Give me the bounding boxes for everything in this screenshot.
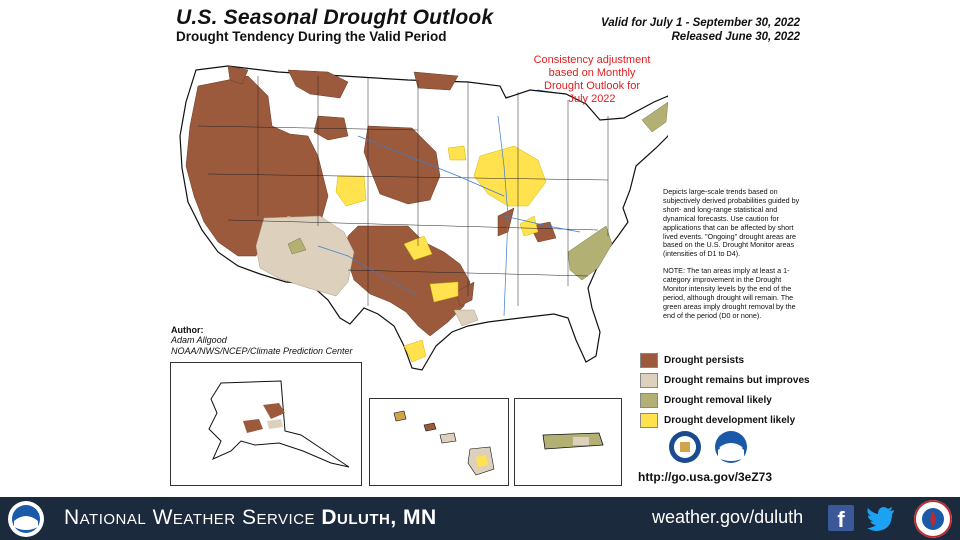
- drought-improves-areas: [255, 215, 479, 327]
- noaa-logo-icon: [715, 431, 747, 463]
- twitter-icon[interactable]: [866, 504, 896, 532]
- agency-logos: [668, 430, 748, 464]
- legend-item-improves: Drought remains but improves: [640, 370, 810, 390]
- conus-drought-map: [179, 65, 668, 371]
- drought-removal-areas: [287, 101, 668, 281]
- map-subtitle: Drought Tendency During the Valid Period: [176, 29, 447, 44]
- source-url[interactable]: http://go.usa.gov/3eZ73: [638, 470, 773, 484]
- legend: Drought persists Drought remains but imp…: [640, 350, 810, 430]
- nws-logo-icon: [8, 501, 44, 537]
- hawaii-map: [393, 410, 495, 476]
- legend-item-development: Drought development likely: [640, 410, 810, 430]
- legend-swatch-removal: [640, 392, 658, 408]
- nws-seal-icon: [914, 500, 952, 538]
- facebook-icon[interactable]: f: [828, 505, 854, 532]
- legend-item-persists: Drought persists: [640, 350, 810, 370]
- legend-label-improves: Drought remains but improves: [664, 374, 810, 386]
- legend-swatch-persists: [640, 352, 658, 368]
- office-location: Duluth, MN: [321, 506, 437, 529]
- footer-bar: National Weather Service Duluth, MN weat…: [0, 497, 960, 540]
- alaska-map: [208, 380, 350, 468]
- puerto-rico-map: [542, 432, 604, 450]
- released-line: Released June 30, 2022: [671, 31, 801, 43]
- office-prefix: National Weather Service: [64, 506, 316, 529]
- map-description: Depicts large-scale trends based on subj…: [663, 187, 801, 329]
- legend-label-removal: Drought removal likely: [664, 394, 772, 406]
- description-para-2: NOTE: The tan areas imply at least a 1-c…: [663, 266, 796, 320]
- valid-line: Valid for July 1 - September 30, 2022: [601, 17, 800, 29]
- puerto-rico-inset: [514, 398, 622, 486]
- legend-label-persists: Drought persists: [664, 354, 745, 366]
- rivers: [317, 115, 581, 317]
- office-website[interactable]: weather.gov/duluth: [652, 507, 804, 527]
- author-label: Author:: [171, 325, 204, 335]
- author-name: Adam Allgood: [171, 335, 227, 346]
- consistency-line-3: Drought Outlook for: [544, 80, 640, 92]
- author-block: Author: Adam Allgood NOAA/NWS/NCEP/Clima…: [171, 325, 353, 356]
- consistency-line-2: based on Monthly: [548, 67, 636, 79]
- consistency-note: Consistency adjustment based on Monthly …: [528, 54, 656, 106]
- doc-seal-icon: [669, 431, 701, 463]
- legend-item-removal: Drought removal likely: [640, 390, 810, 410]
- alaska-inset: [170, 362, 362, 486]
- legend-swatch-development: [640, 412, 658, 428]
- legend-label-development: Drought development likely: [664, 414, 796, 426]
- valid-dates: Valid for July 1 - September 30, 2022 Re…: [601, 16, 800, 44]
- title-block: U.S. Seasonal Drought Outlook Drought Te…: [176, 6, 493, 44]
- map-title: U.S. Seasonal Drought Outlook: [176, 6, 494, 29]
- hawaii-inset: [369, 398, 509, 486]
- office-name: National Weather Service Duluth, MN: [64, 506, 437, 530]
- description-para-1: Depicts large-scale trends based on subj…: [663, 187, 800, 259]
- consistency-line-1: Consistency adjustment: [533, 54, 651, 66]
- legend-swatch-improves: [640, 372, 658, 388]
- consistency-line-4: July 2022: [568, 93, 616, 105]
- author-org: NOAA/NWS/NCEP/Climate Prediction Center: [171, 345, 353, 356]
